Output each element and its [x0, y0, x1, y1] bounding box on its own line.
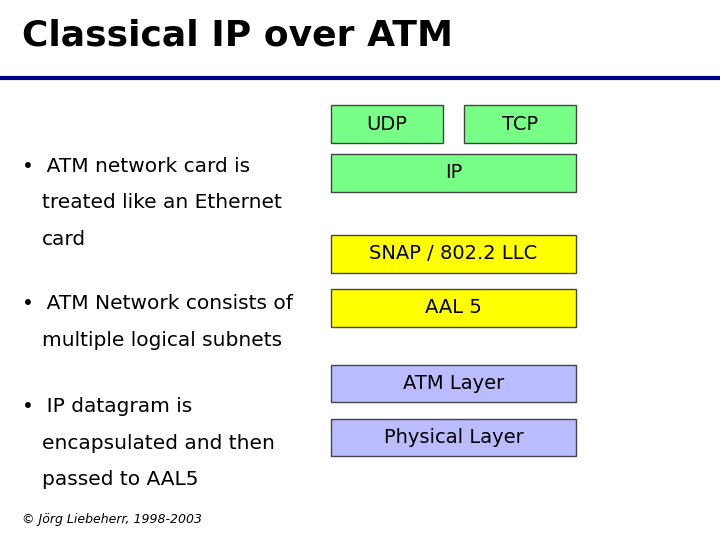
- Text: multiple logical subnets: multiple logical subnets: [42, 331, 282, 350]
- Text: SNAP / 802.2 LLC: SNAP / 802.2 LLC: [369, 244, 538, 264]
- Text: passed to AAL5: passed to AAL5: [42, 470, 198, 489]
- Text: •  ATM Network consists of: • ATM Network consists of: [22, 294, 292, 313]
- Text: Physical Layer: Physical Layer: [384, 428, 523, 447]
- FancyBboxPatch shape: [464, 105, 576, 143]
- Text: © Jörg Liebeherr, 1998-2003: © Jörg Liebeherr, 1998-2003: [22, 514, 202, 526]
- Text: treated like an Ethernet: treated like an Ethernet: [42, 193, 282, 212]
- Text: encapsulated and then: encapsulated and then: [42, 434, 274, 453]
- Text: Classical IP over ATM: Classical IP over ATM: [22, 18, 453, 52]
- Text: IP: IP: [445, 163, 462, 183]
- FancyBboxPatch shape: [331, 154, 576, 192]
- FancyBboxPatch shape: [331, 364, 576, 402]
- Text: AAL 5: AAL 5: [426, 298, 482, 318]
- Text: TCP: TCP: [502, 114, 539, 134]
- Text: card: card: [42, 230, 86, 249]
- Text: UDP: UDP: [366, 114, 408, 134]
- Text: •  ATM network card is: • ATM network card is: [22, 157, 250, 176]
- Text: •  IP datagram is: • IP datagram is: [22, 397, 192, 416]
- FancyBboxPatch shape: [331, 418, 576, 456]
- FancyBboxPatch shape: [331, 289, 576, 327]
- FancyBboxPatch shape: [331, 105, 443, 143]
- FancyBboxPatch shape: [331, 235, 576, 273]
- Text: ATM Layer: ATM Layer: [403, 374, 504, 393]
